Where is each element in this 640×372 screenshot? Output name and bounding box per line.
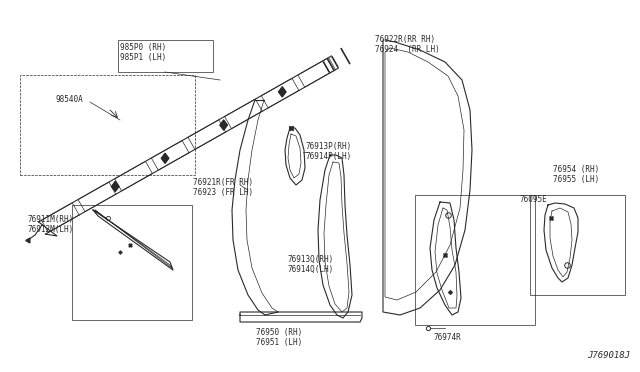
Polygon shape <box>220 120 227 130</box>
Bar <box>530 195 625 295</box>
Polygon shape <box>278 87 286 97</box>
Text: 76974R: 76974R <box>433 333 461 342</box>
Bar <box>72 205 192 320</box>
Text: 76095E: 76095E <box>520 195 548 204</box>
Polygon shape <box>161 153 169 163</box>
Bar <box>20 75 195 175</box>
Text: 76921R(FR RH)
76923 (FR LH): 76921R(FR RH) 76923 (FR LH) <box>193 178 253 198</box>
Text: 76922R(RR RH)
76924  (RR LH): 76922R(RR RH) 76924 (RR LH) <box>375 35 440 54</box>
Polygon shape <box>111 182 119 192</box>
Bar <box>415 195 535 325</box>
Text: 76954 (RH)
76955 (LH): 76954 (RH) 76955 (LH) <box>553 165 599 185</box>
Text: 76913Q(RH)
76914Q(LH): 76913Q(RH) 76914Q(LH) <box>287 255 333 275</box>
Text: 76950 (RH)
76951 (LH): 76950 (RH) 76951 (LH) <box>256 328 302 347</box>
Text: 76913P(RH)
76914P(LH): 76913P(RH) 76914P(LH) <box>305 142 351 161</box>
Bar <box>118 40 213 72</box>
Text: J769018J: J769018J <box>587 351 630 360</box>
Text: 76911M(RH)
76912M(LH): 76911M(RH) 76912M(LH) <box>28 215 74 234</box>
Text: 98540A: 98540A <box>55 95 83 104</box>
Text: 985P0 (RH)
985P1 (LH): 985P0 (RH) 985P1 (LH) <box>120 43 166 62</box>
